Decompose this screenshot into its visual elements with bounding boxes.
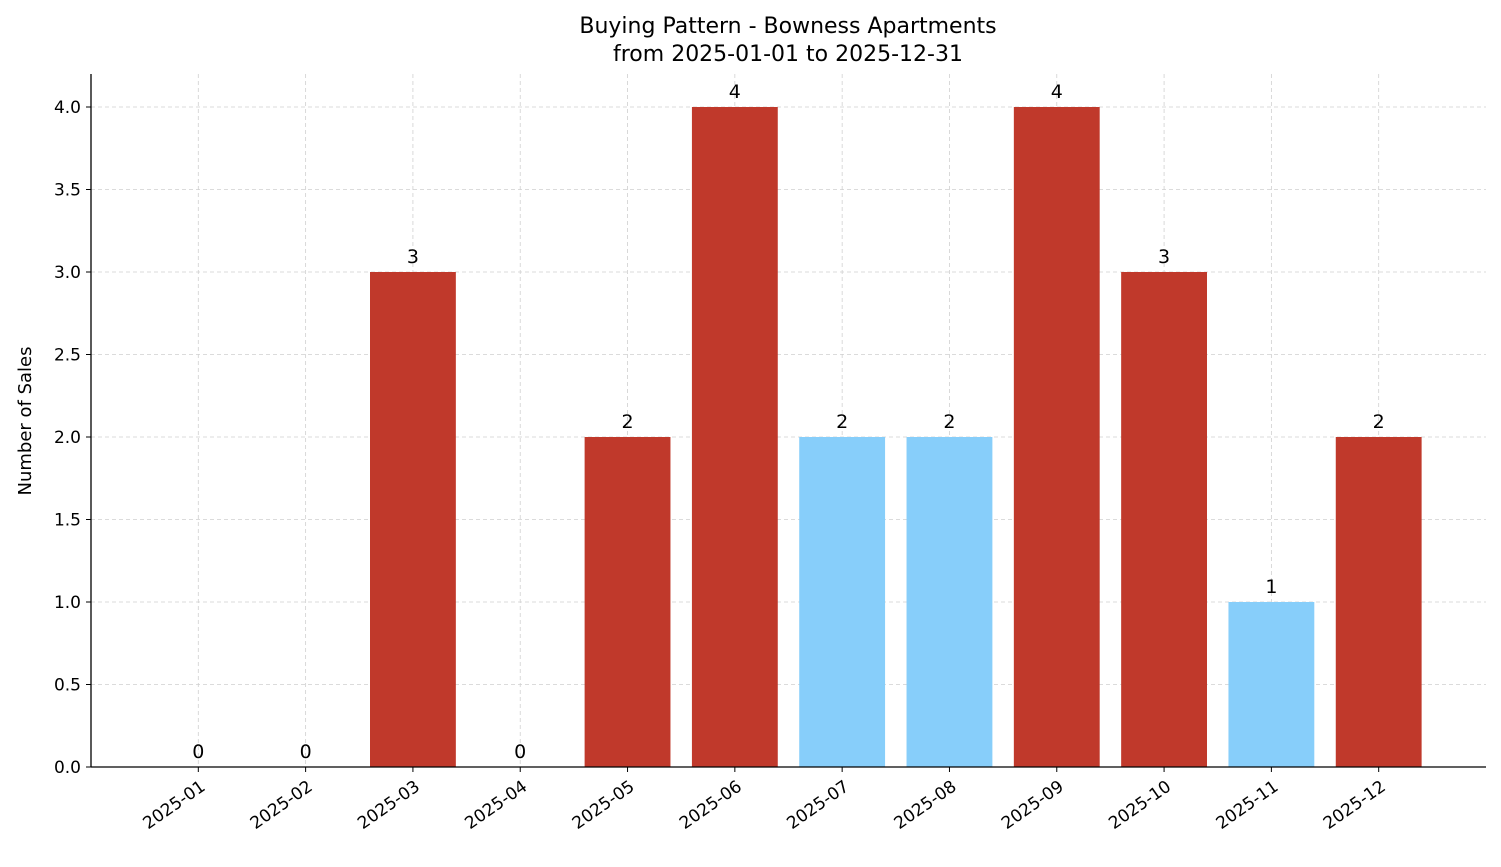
x-tick-label: 2025-06 — [676, 777, 746, 834]
bar-2025-11 — [1228, 602, 1315, 767]
x-tick-label: 2025-04 — [461, 777, 531, 834]
x-tick-label: 2025-02 — [247, 777, 317, 834]
bar-2025-10 — [1121, 272, 1207, 767]
y-tick-label: 0.5 — [54, 676, 81, 696]
bar-2025-07 — [799, 437, 886, 767]
bar-2025-08 — [906, 437, 993, 767]
data-label: 2 — [836, 411, 848, 433]
y-tick-label: 2.0 — [54, 428, 81, 448]
chart-title: Buying Pattern - Bowness Apartments — [579, 14, 996, 39]
data-label: 2 — [621, 411, 633, 433]
x-tick-label: 2025-05 — [569, 777, 639, 834]
data-label: 0 — [300, 741, 312, 763]
bar-2025-03 — [370, 272, 456, 767]
y-tick-label: 1.0 — [54, 593, 81, 613]
data-label: 0 — [514, 741, 526, 763]
x-tick-label: 2025-10 — [1105, 777, 1175, 834]
bar-2025-09 — [1013, 107, 1100, 767]
x-tick-label: 2025-08 — [891, 777, 961, 834]
bar-2025-05 — [584, 437, 671, 767]
x-tick-label: 2025-09 — [998, 777, 1068, 834]
y-tick-label: 2.5 — [54, 346, 81, 366]
x-tick-label: 2025-01 — [140, 777, 210, 834]
data-label: 4 — [729, 81, 741, 103]
data-label: 0 — [192, 741, 204, 763]
data-label: 1 — [1265, 576, 1277, 598]
data-label: 2 — [1373, 411, 1385, 433]
y-tick-label: 3.0 — [54, 263, 81, 283]
x-tick-label: 2025-11 — [1213, 777, 1283, 834]
data-label: 2 — [943, 411, 955, 433]
bar-2025-12 — [1335, 437, 1422, 767]
y-tick-label: 4.0 — [54, 98, 81, 118]
y-axis-label: Number of Sales — [15, 346, 36, 495]
data-label: 3 — [407, 246, 419, 268]
bars — [370, 107, 1422, 767]
x-tick-label: 2025-07 — [783, 777, 853, 834]
y-tick-label: 0.0 — [54, 758, 81, 778]
data-labels: 0 0 3 0 2 4 2 2 4 3 1 2 — [192, 81, 1384, 763]
y-tick-label: 1.5 — [54, 511, 81, 531]
x-tick-label: 2025-12 — [1320, 777, 1390, 834]
data-label: 3 — [1158, 246, 1170, 268]
x-tick-label: 2025-03 — [354, 777, 424, 834]
chart-subtitle: from 2025-01-01 to 2025-12-31 — [613, 42, 963, 67]
data-label: 4 — [1051, 81, 1063, 103]
bar-2025-06 — [691, 107, 778, 767]
y-tick-label: 3.5 — [54, 181, 81, 201]
